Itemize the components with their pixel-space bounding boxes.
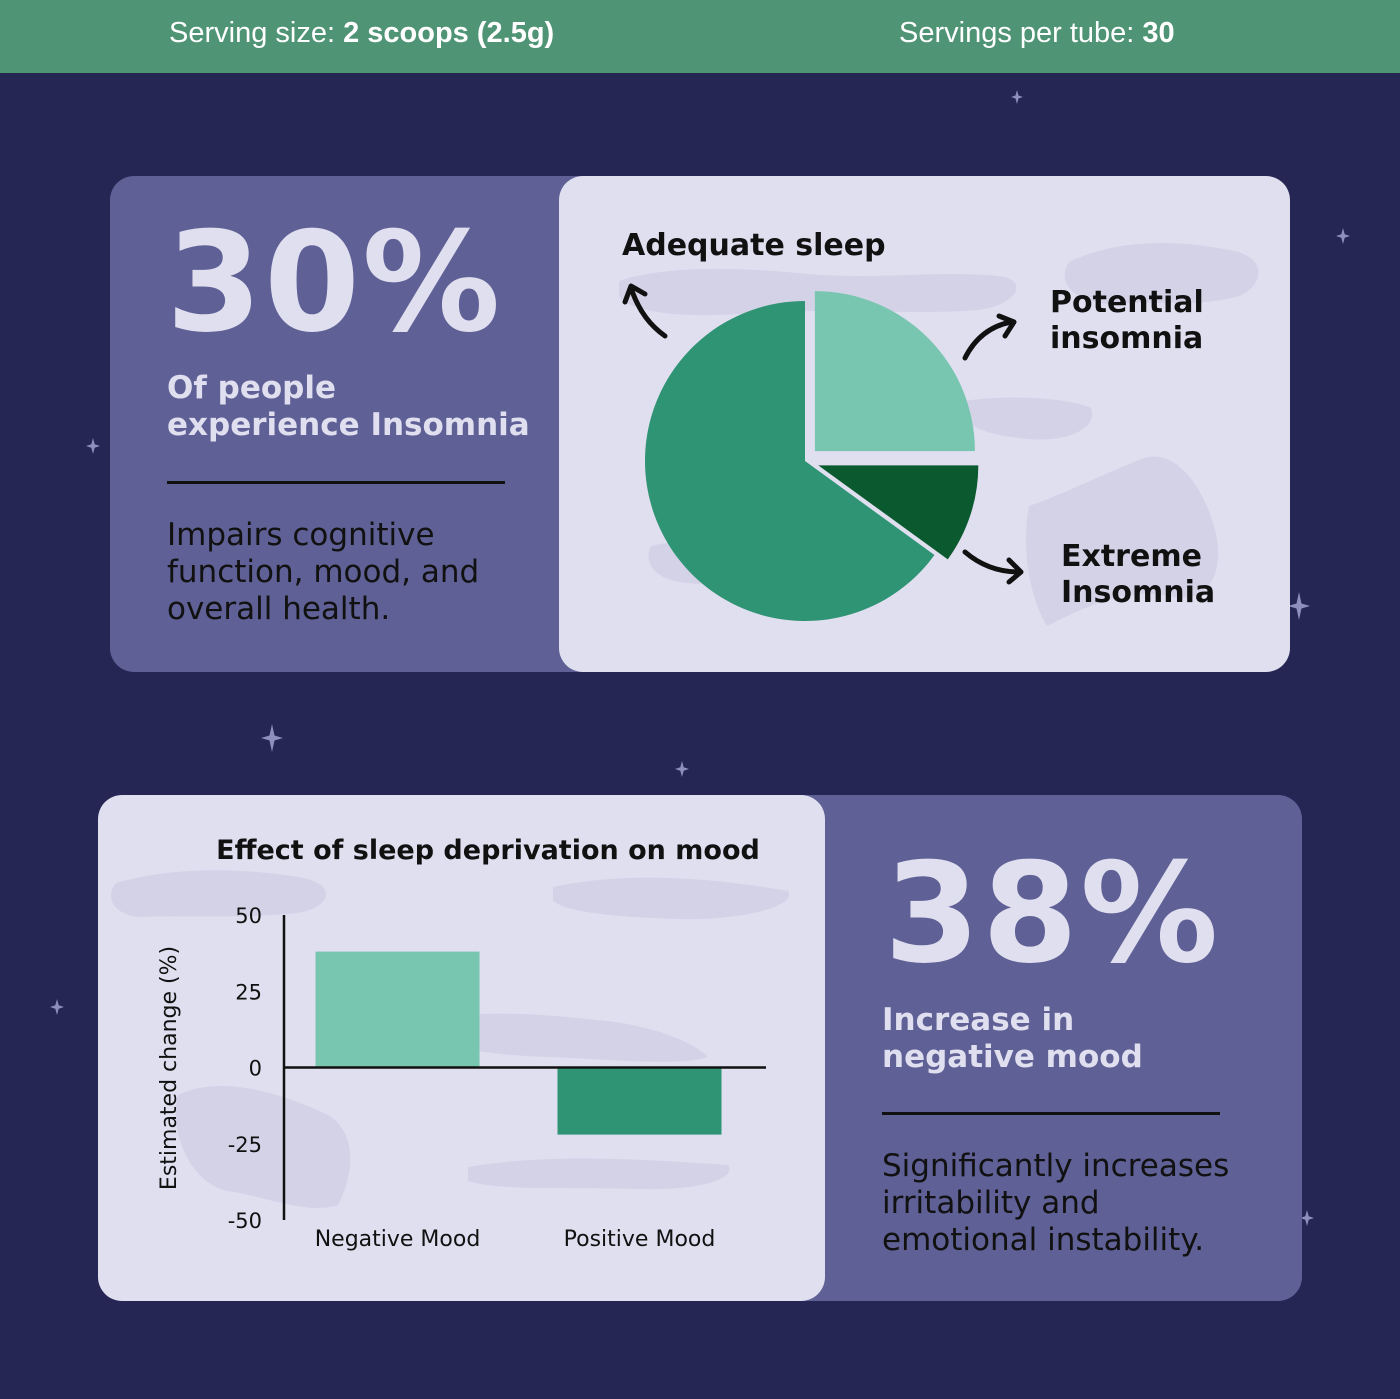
insomnia-percent: 30% bbox=[166, 202, 503, 363]
pie-slice-extreme-insomnia bbox=[818, 465, 979, 560]
star-icon bbox=[1288, 592, 1310, 620]
y-tick-label: -50 bbox=[228, 1209, 262, 1233]
pie-slice-adequate-sleep bbox=[645, 301, 935, 621]
sleep-pie-chart bbox=[619, 242, 1259, 626]
mood-percent: 38% bbox=[884, 833, 1221, 994]
x-category-label: Positive Mood bbox=[564, 1227, 716, 1252]
bar-chart-categories: Negative Mood Positive Mood bbox=[315, 1227, 716, 1252]
insomnia-description: Impairs cognitive function, mood, and ov… bbox=[167, 517, 479, 628]
arrow-head-icon bbox=[622, 283, 648, 305]
arrow-head-icon bbox=[996, 313, 1017, 339]
servings-label: Servings per tube: bbox=[899, 17, 1135, 49]
star-icon bbox=[1336, 228, 1350, 244]
servings-value: 30 bbox=[1142, 17, 1175, 49]
y-tick-label: 0 bbox=[249, 1057, 262, 1081]
sleep-pie-card: Adequate sleep Potential insomnia Extrem… bbox=[559, 176, 1290, 672]
star-icon bbox=[50, 999, 64, 1015]
mood-subtitle: Increase in negative mood bbox=[882, 1002, 1143, 1076]
pie-label-potential-insomnia: Potential insomnia bbox=[1050, 285, 1204, 357]
insomnia-subtitle-line2: experience Insomnia bbox=[167, 407, 530, 443]
insomnia-description-line2: function, mood, and bbox=[167, 554, 480, 590]
bar-chart-y-axis-label: Estimated change (%) bbox=[157, 946, 182, 1190]
star-icon bbox=[1300, 1210, 1314, 1226]
insomnia-description-line1: Impairs cognitive bbox=[167, 517, 435, 553]
mood-description: Significantly increases irritability and… bbox=[882, 1148, 1229, 1259]
serving-size: Serving size: 2 scoops (2.5g) bbox=[169, 17, 554, 50]
bar-chart-bars bbox=[284, 951, 766, 1135]
pie-slice-potential-insomnia bbox=[814, 291, 975, 452]
mood-subtitle-line2: negative mood bbox=[882, 1039, 1143, 1075]
background-cloud-shapes bbox=[111, 870, 790, 1208]
pie-slices bbox=[645, 291, 979, 621]
y-tick-label: 50 bbox=[235, 904, 262, 928]
pie-label-potential-line1: Potential bbox=[1050, 285, 1204, 320]
pie-label-adequate-sleep: Adequate sleep bbox=[622, 228, 886, 263]
x-category-label: Negative Mood bbox=[315, 1227, 481, 1252]
servings-per-tube: Servings per tube: 30 bbox=[899, 17, 1175, 50]
star-icon bbox=[86, 438, 100, 454]
insomnia-description-line3: overall health. bbox=[167, 591, 391, 627]
pie-label-extreme-line2: Insomnia bbox=[1061, 575, 1216, 610]
arrow-adequate-sleep-icon bbox=[628, 285, 668, 339]
bar-chart-y-ticks: 50 25 0 -25 -50 bbox=[228, 904, 262, 1233]
mood-description-line3: emotional instability. bbox=[882, 1222, 1205, 1258]
divider bbox=[882, 1112, 1220, 1115]
mood-bar-card: 50 25 0 -25 -50 Negative Mood Positive Mood E… bbox=[98, 795, 825, 1301]
y-tick-label: -25 bbox=[228, 1133, 262, 1157]
callout-arrows bbox=[622, 283, 1024, 585]
divider bbox=[167, 481, 505, 484]
star-icon bbox=[1011, 90, 1023, 104]
bar-positive-mood bbox=[557, 1067, 722, 1135]
insomnia-subtitle: Of people experience Insomnia bbox=[167, 370, 530, 444]
serving-size-label: Serving size: bbox=[169, 17, 336, 49]
pie-label-extreme-line1: Extreme bbox=[1061, 539, 1202, 574]
arrow-potential-insomnia-icon bbox=[962, 319, 1014, 361]
pie-label-potential-line2: insomnia bbox=[1050, 321, 1204, 356]
mood-subtitle-line1: Increase in bbox=[882, 1002, 1075, 1038]
insomnia-subtitle-line1: Of people bbox=[167, 370, 336, 406]
insomnia-stat-card: 30% Of people experience Insomnia Impair… bbox=[110, 176, 610, 672]
bar-negative-mood bbox=[315, 951, 480, 1068]
mood-bar-chart: 50 25 0 -25 -50 Negative Mood Positive Mood E… bbox=[111, 835, 790, 1252]
background-cloud-shapes bbox=[619, 242, 1259, 626]
mood-description-line1: Significantly increases bbox=[882, 1148, 1230, 1184]
serving-size-value: 2 scoops (2.5g) bbox=[343, 17, 555, 49]
mood-stat-card: 38% Increase in negative mood Significan… bbox=[770, 795, 1302, 1301]
pie-label-extreme-insomnia: Extreme Insomnia bbox=[1061, 539, 1215, 611]
bar-chart-title: Effect of sleep deprivation on mood bbox=[216, 835, 760, 866]
star-icon bbox=[261, 724, 283, 752]
mood-description-line2: irritability and bbox=[882, 1185, 1100, 1221]
arrow-head-icon bbox=[1006, 557, 1024, 585]
arrow-extreme-insomnia-icon bbox=[962, 549, 1022, 575]
serving-info-bar: Serving size: 2 scoops (2.5g) Servings p… bbox=[0, 0, 1400, 73]
y-tick-label: 25 bbox=[235, 980, 262, 1004]
star-icon bbox=[675, 761, 689, 777]
